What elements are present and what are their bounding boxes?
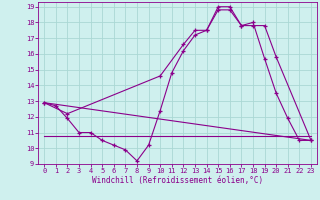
X-axis label: Windchill (Refroidissement éolien,°C): Windchill (Refroidissement éolien,°C) bbox=[92, 176, 263, 185]
